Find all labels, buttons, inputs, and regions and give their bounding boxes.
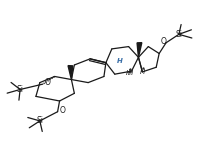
Text: Ḣ: Ḣ <box>126 70 131 76</box>
Text: H: H <box>128 70 133 76</box>
Text: Si: Si <box>17 85 24 94</box>
Text: O: O <box>60 106 65 115</box>
Polygon shape <box>68 66 73 80</box>
Text: Si: Si <box>36 116 43 125</box>
Text: Si: Si <box>175 30 182 39</box>
Text: H: H <box>117 58 123 64</box>
Text: O: O <box>160 37 166 46</box>
Text: O: O <box>45 78 51 87</box>
Text: H: H <box>140 69 145 75</box>
Polygon shape <box>137 43 142 57</box>
